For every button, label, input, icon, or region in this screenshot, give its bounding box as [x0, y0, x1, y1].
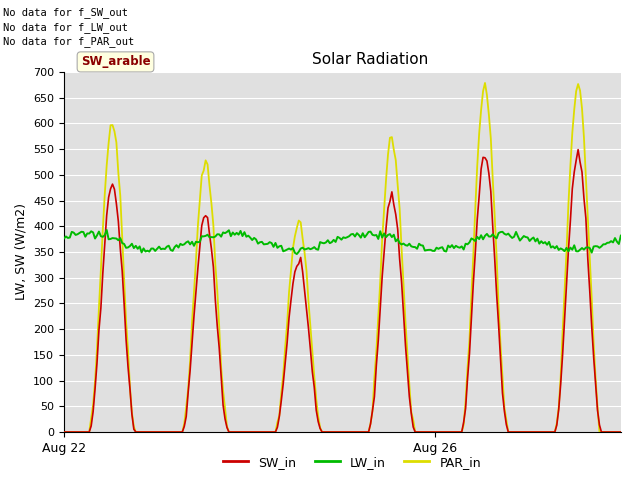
Legend: SW_in, LW_in, PAR_in: SW_in, LW_in, PAR_in: [218, 451, 486, 474]
Y-axis label: LW, SW (W/m2): LW, SW (W/m2): [15, 204, 28, 300]
Title: Solar Radiation: Solar Radiation: [312, 52, 428, 67]
Text: No data for f_LW_out: No data for f_LW_out: [3, 22, 128, 33]
Text: SW_arable: SW_arable: [81, 55, 150, 68]
Text: No data for f_SW_out: No data for f_SW_out: [3, 7, 128, 18]
Text: No data for f_PAR_out: No data for f_PAR_out: [3, 36, 134, 47]
